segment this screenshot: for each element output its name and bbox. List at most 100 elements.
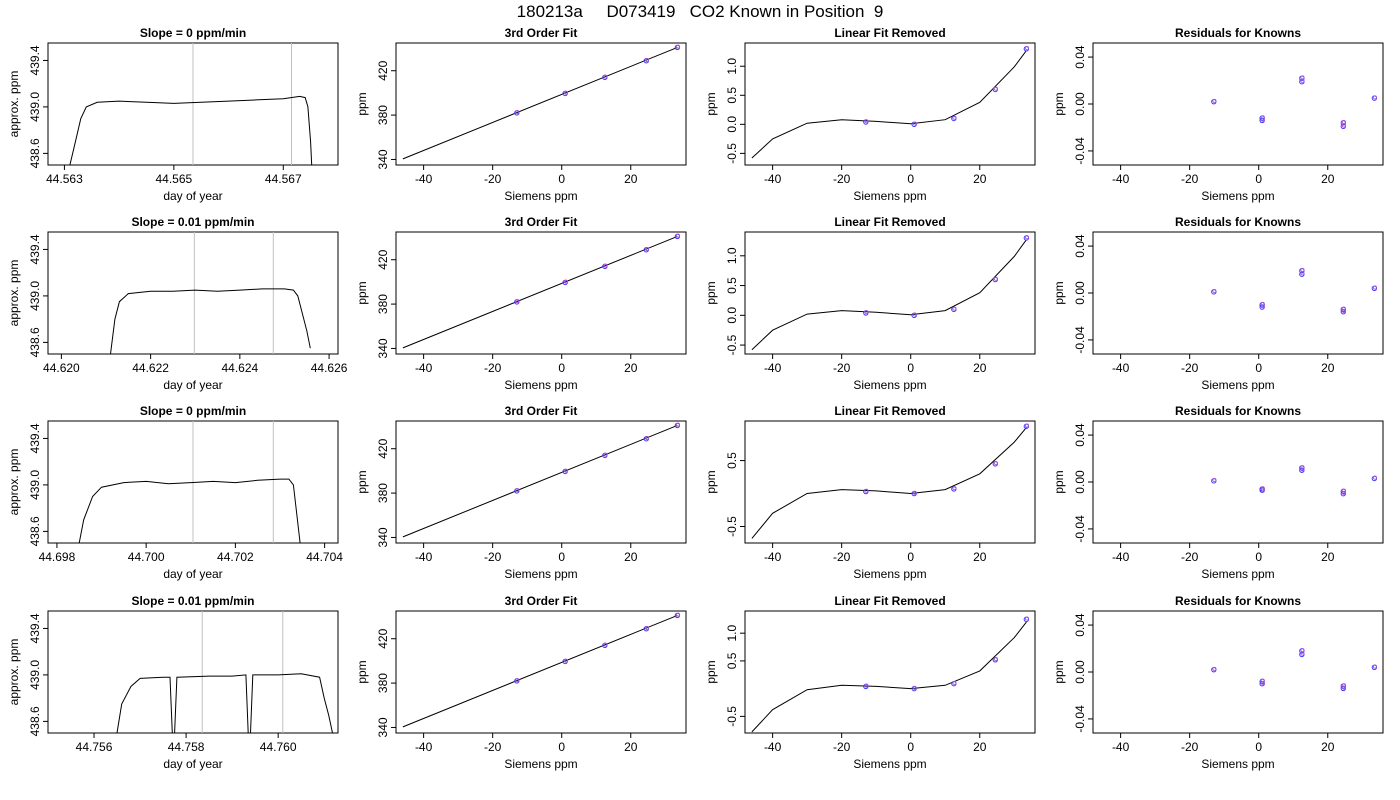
data-point-overlay: [1341, 488, 1346, 493]
data-point-overlay: [644, 435, 649, 440]
y-axis-label: ppm: [355, 281, 369, 304]
plot-frame: [47, 610, 339, 734]
chart-title: Residuals for Knowns: [1175, 404, 1301, 418]
y-tick-label: 380: [376, 673, 390, 693]
plot-frame: [744, 231, 1036, 355]
data-point-overlay: [1300, 465, 1305, 470]
data-trace: [69, 95, 313, 165]
x-tick-label: -20: [833, 361, 851, 375]
data-point-overlay: [952, 486, 957, 491]
plot-area: [1211, 465, 1378, 497]
data-point-overlay: [993, 276, 998, 281]
x-tick-label: 44.702: [217, 550, 254, 564]
y-axis-label: ppm: [1052, 92, 1066, 115]
x-tick-label: 0: [1255, 550, 1262, 564]
data-point-overlay: [644, 625, 649, 630]
x-tick-label: -20: [1181, 740, 1199, 754]
chart-title: Slope = 0.01 ppm/min: [131, 594, 254, 608]
y-tick-label: -0.5: [725, 334, 739, 355]
x-tick-label: -40: [415, 740, 433, 754]
y-tick-label: 0.0: [725, 307, 739, 324]
y-tick-label: 439.4: [28, 613, 42, 643]
data-point-overlay: [993, 657, 998, 662]
x-tick-label: 20: [624, 550, 638, 564]
chart-panel: 3rd Order Fit -40 -20 0 20 Siemens ppm 340 380 4…: [355, 26, 687, 203]
y-tick-label: 439.0: [28, 281, 42, 311]
plot-frame: [1092, 231, 1384, 355]
data-point-overlay: [563, 90, 568, 95]
y-tick-label: 439.4: [28, 423, 42, 453]
y-tick-label: 380: [376, 105, 390, 125]
x-tick-label: 20: [973, 550, 987, 564]
data-point-overlay: [1341, 308, 1346, 313]
x-tick-label: -20: [833, 740, 851, 754]
y-tick-label: 420: [376, 249, 390, 269]
x-tick-label: 44.760: [260, 740, 297, 754]
x-axis-label: Siemens ppm: [1201, 189, 1274, 203]
data-point-overlay: [1260, 117, 1265, 122]
x-tick-label: -20: [484, 361, 502, 375]
data-point-overlay: [1341, 683, 1346, 688]
data-point-overlay: [952, 115, 957, 120]
x-tick-label: 0: [907, 740, 914, 754]
x-axis-label: Siemens ppm: [853, 567, 926, 581]
chart-title: 3rd Order Fit: [505, 26, 578, 40]
chart-title: Slope = 0 ppm/min: [140, 26, 246, 40]
data-point-overlay: [1024, 616, 1029, 621]
x-tick-label: -40: [1112, 550, 1130, 564]
y-tick-label: -0.04: [1073, 705, 1087, 733]
chart-title: Slope = 0.01 ppm/min: [131, 215, 254, 229]
x-tick-label: 44.758: [168, 740, 205, 754]
chart-panel: Slope = 0.01 ppm/min 44.620 44.622 44.624 44…: [7, 215, 348, 392]
data-trace: [78, 478, 301, 543]
data-point-overlay: [563, 468, 568, 473]
y-tick-label: 0.04: [1073, 234, 1087, 258]
data-point-overlay: [1372, 285, 1377, 290]
plot-area: [78, 421, 301, 543]
y-axis-label: ppm: [1052, 470, 1066, 493]
data-point-overlay: [952, 306, 957, 311]
plot-frame: [47, 231, 339, 355]
y-tick-label: 0.00: [1073, 281, 1087, 305]
y-axis-label: ppm: [355, 470, 369, 493]
x-tick-label: 20: [1321, 361, 1335, 375]
x-axis-label: Siemens ppm: [504, 567, 577, 581]
x-tick-label: -40: [1112, 740, 1130, 754]
plot-frame: [744, 610, 1036, 734]
y-tick-label: 380: [376, 483, 390, 503]
x-tick-label: -20: [484, 550, 502, 564]
x-tick-label: -40: [764, 361, 782, 375]
data-point-overlay: [515, 110, 520, 115]
y-tick-label: 0.00: [1073, 660, 1087, 684]
x-axis-label: Siemens ppm: [853, 189, 926, 203]
x-tick-label: 20: [1321, 172, 1335, 186]
data-point-overlay: [1300, 271, 1305, 276]
data-point-overlay: [864, 488, 869, 493]
y-tick-label: 1.0: [725, 58, 739, 75]
x-tick-label: 0: [907, 172, 914, 186]
fit-line: [402, 424, 678, 538]
x-tick-label: 44.567: [265, 172, 302, 186]
x-tick-label: -20: [484, 172, 502, 186]
chart-panel: Residuals for Knowns -40 -20 0 20 Siemens ppm…: [1052, 26, 1384, 203]
x-tick-label: 20: [624, 172, 638, 186]
chart-title: Linear Fit Removed: [834, 215, 945, 229]
x-tick-label: 0: [907, 361, 914, 375]
x-tick-label: 44.698: [39, 550, 76, 564]
y-tick-label: -0.5: [725, 706, 739, 727]
data-point-overlay: [675, 422, 680, 427]
y-tick-label: 439.0: [28, 92, 42, 122]
x-axis-label: day of year: [163, 189, 222, 203]
fit-curve: [751, 621, 1027, 733]
chart-panel: 3rd Order Fit -40 -20 0 20 Siemens ppm 340 380 4…: [355, 594, 687, 771]
y-axis-label: ppm: [1052, 281, 1066, 304]
chart-panel: Slope = 0.01 ppm/min 44.756 44.758 44.760 da…: [7, 594, 339, 771]
y-tick-label: 0.04: [1073, 613, 1087, 637]
y-tick-label: 438.6: [28, 706, 42, 736]
data-point-overlay: [644, 57, 649, 62]
plot-frame: [395, 42, 687, 166]
y-tick-label: 0.0: [725, 116, 739, 133]
y-tick-label: 420: [376, 628, 390, 648]
fit-line: [402, 46, 678, 160]
chart-panel: 3rd Order Fit -40 -20 0 20 Siemens ppm 340 380 4…: [355, 215, 687, 392]
